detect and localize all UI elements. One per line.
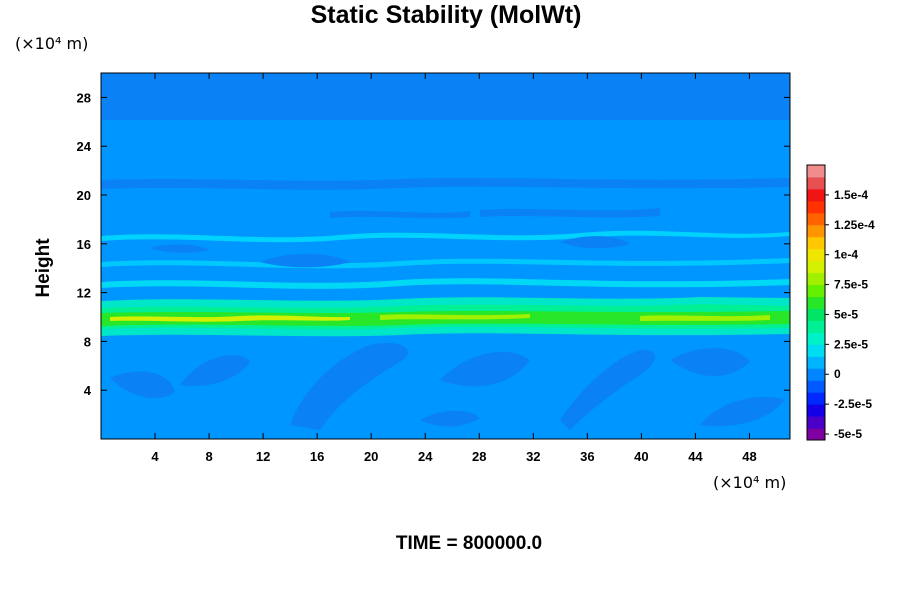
field-swirl-1 [290, 342, 409, 430]
field-swirl-6 [670, 348, 750, 376]
colorbar-swatch [807, 296, 825, 309]
time-label: TIME = 800000.0 [396, 533, 542, 554]
x-tick-label: 24 [418, 449, 433, 464]
colorbar-label: 1e-4 [834, 248, 858, 262]
colorbar-label: 0 [834, 367, 841, 381]
colorbar-swatch [807, 284, 825, 298]
field-ridge-16 [101, 230, 790, 243]
x-tick-label: 4 [151, 449, 159, 464]
field-swirl-3 [110, 371, 175, 399]
y-tick-label: 20 [77, 188, 91, 203]
colorbar-label: 1.25e-4 [834, 218, 875, 232]
x-tick-label: 32 [526, 449, 540, 464]
field-swirl-2 [180, 355, 250, 387]
y-tick-label: 28 [77, 90, 91, 105]
colorbar-label: 2.5e-5 [834, 337, 868, 351]
y-tick-label: 16 [77, 237, 91, 252]
colorbar-swatch [807, 428, 825, 441]
field-stripe-18 [330, 210, 470, 219]
field-stripe-21 [101, 177, 790, 190]
field-ridge-14 [101, 258, 790, 269]
colorbar-label: 7.5e-5 [834, 278, 868, 292]
colorbar-swatch [807, 200, 825, 214]
field-swirl-4 [440, 351, 530, 387]
colorbar-swatch [807, 380, 825, 393]
colorbar-swatch [807, 224, 825, 238]
y-tick-label: 12 [77, 286, 91, 301]
colorbar-swatch [807, 404, 825, 417]
colorbar-swatch [807, 392, 825, 405]
colorbar-swatch [807, 308, 825, 321]
chart-title: Static Stability (MolWt) [311, 1, 582, 29]
heatmap-field [101, 73, 790, 439]
colorbar-label: -5e-5 [834, 427, 862, 441]
colorbar-swatch [807, 320, 825, 333]
x-tick-label: 16 [310, 449, 324, 464]
colorbar-swatch [807, 272, 825, 286]
x-tick-label: 36 [580, 449, 594, 464]
colorbar-swatch [807, 165, 825, 178]
colorbar-swatch [807, 212, 825, 226]
colorbar-swatch [807, 236, 825, 250]
x-tick-label: 20 [364, 449, 378, 464]
y-tick-label: 24 [77, 139, 92, 154]
colorbar-swatch [807, 260, 825, 274]
x-tick-label: 48 [742, 449, 756, 464]
field-swirl-7 [700, 397, 785, 427]
field-patch-a [260, 253, 350, 268]
colorbar-frame [806, 164, 826, 441]
y-axis: 4 8 12 16 20 24 28 [77, 90, 790, 398]
colorbar-label: 1.5e-4 [834, 188, 868, 202]
field-swirl-8 [420, 410, 480, 427]
y-tick-label: 4 [84, 383, 92, 398]
field-layer-peak-c [640, 315, 770, 321]
y-unit-label: (×10⁴ m) [15, 34, 88, 53]
y-axis-label: Height [33, 238, 54, 298]
x-tick-label: 8 [205, 449, 212, 464]
colorbar-swatch [807, 332, 825, 345]
colorbar-label: -2.5e-5 [834, 397, 872, 411]
colorbar-label: 5e-5 [834, 307, 858, 321]
colorbar-swatch [807, 344, 825, 357]
x-tick-label: 44 [688, 449, 703, 464]
field-ridge-13 [101, 278, 790, 289]
colorbar-swatch [807, 176, 825, 190]
colorbar: 1.5e-4 1.25e-4 1e-4 7.5e-5 5e-5 2.5e-5 0 -2.5e-… [806, 164, 875, 441]
x-tick-label: 28 [472, 449, 486, 464]
field-swirl-5 [560, 349, 655, 430]
field-stripe-18b [480, 208, 660, 218]
field-layer-peak-b [380, 314, 530, 320]
plot-frame [100, 72, 791, 440]
x-axis: 4 8 12 16 20 24 28 32 36 40 44 48 [151, 73, 757, 464]
field-patch-c [150, 244, 210, 253]
y-tick-label: 8 [84, 334, 91, 349]
x-tick-label: 40 [634, 449, 648, 464]
colorbar-swatch [807, 248, 825, 262]
colorbar-swatch [807, 416, 825, 429]
field-patch-b [560, 236, 630, 249]
field-top-band [101, 73, 790, 120]
colorbar-swatch [807, 188, 825, 202]
colorbar-swatch [807, 356, 825, 369]
x-tick-label: 12 [256, 449, 270, 464]
field-layer-peak [110, 315, 350, 322]
colorbar-swatch [807, 368, 825, 381]
x-unit-label: (×10⁴ m) [713, 473, 786, 492]
